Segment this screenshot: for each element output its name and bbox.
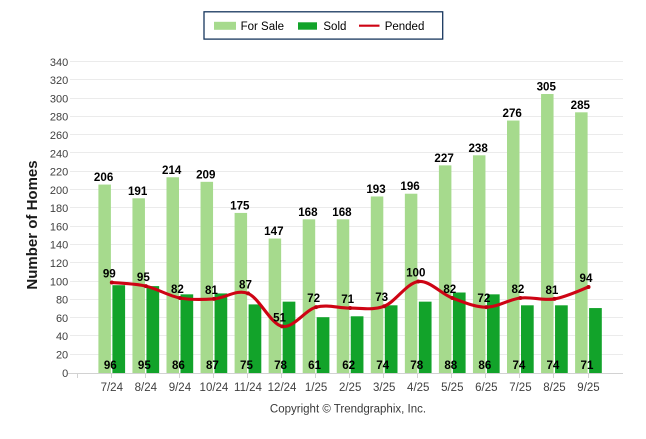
svg-text:238: 238 <box>468 142 488 155</box>
svg-text:61: 61 <box>308 359 321 372</box>
svg-text:75: 75 <box>240 359 253 372</box>
svg-text:73: 73 <box>375 291 388 304</box>
svg-text:12/24: 12/24 <box>268 382 297 394</box>
svg-text:227: 227 <box>434 152 453 165</box>
svg-text:94: 94 <box>580 272 593 285</box>
svg-text:8/24: 8/24 <box>135 382 158 394</box>
svg-text:72: 72 <box>477 292 490 305</box>
svg-text:168: 168 <box>332 206 352 219</box>
svg-text:305: 305 <box>537 81 557 94</box>
svg-text:320: 320 <box>50 75 68 87</box>
svg-text:2/25: 2/25 <box>339 382 361 394</box>
svg-text:95: 95 <box>137 271 150 284</box>
svg-text:62: 62 <box>342 359 355 372</box>
svg-text:86: 86 <box>172 359 185 372</box>
svg-text:6/25: 6/25 <box>475 382 497 394</box>
svg-text:81: 81 <box>205 284 218 297</box>
svg-text:285: 285 <box>571 99 591 112</box>
svg-text:147: 147 <box>264 225 283 238</box>
svg-text:81: 81 <box>545 284 558 297</box>
svg-text:220: 220 <box>50 167 68 179</box>
svg-text:193: 193 <box>366 183 386 196</box>
svg-text:87: 87 <box>206 359 219 372</box>
svg-text:120: 120 <box>50 258 68 270</box>
svg-text:72: 72 <box>307 292 320 305</box>
svg-text:95: 95 <box>138 359 151 372</box>
svg-text:74: 74 <box>546 359 559 372</box>
svg-text:340: 340 <box>50 57 68 69</box>
svg-text:82: 82 <box>443 283 456 296</box>
svg-text:Copyright © Trendgraphix, Inc.: Copyright © Trendgraphix, Inc. <box>270 404 426 416</box>
svg-text:Number of Homes: Number of Homes <box>24 160 41 289</box>
svg-text:160: 160 <box>50 221 68 233</box>
svg-text:80: 80 <box>56 295 68 307</box>
svg-text:For Sale: For Sale <box>241 21 284 33</box>
svg-text:71: 71 <box>341 293 354 306</box>
svg-text:280: 280 <box>50 112 68 124</box>
svg-text:100: 100 <box>50 276 68 288</box>
svg-text:168: 168 <box>298 206 318 219</box>
svg-text:74: 74 <box>512 359 525 372</box>
svg-text:3/25: 3/25 <box>373 382 395 394</box>
svg-text:9/25: 9/25 <box>577 382 599 394</box>
svg-text:300: 300 <box>50 93 68 105</box>
svg-text:240: 240 <box>50 148 68 160</box>
svg-text:191: 191 <box>128 185 148 198</box>
svg-text:71: 71 <box>581 359 594 372</box>
svg-text:40: 40 <box>56 331 68 343</box>
svg-text:8/25: 8/25 <box>543 382 565 394</box>
svg-text:99: 99 <box>103 267 116 280</box>
svg-text:74: 74 <box>376 359 389 372</box>
svg-text:209: 209 <box>196 168 216 181</box>
svg-text:214: 214 <box>162 164 182 177</box>
svg-text:7/24: 7/24 <box>101 382 124 394</box>
svg-text:5/25: 5/25 <box>441 382 463 394</box>
svg-text:82: 82 <box>171 283 184 296</box>
svg-text:82: 82 <box>511 283 524 296</box>
svg-text:0: 0 <box>62 368 68 380</box>
svg-text:260: 260 <box>50 130 68 142</box>
svg-text:87: 87 <box>239 278 252 291</box>
svg-text:96: 96 <box>104 359 117 372</box>
svg-text:206: 206 <box>94 171 114 184</box>
svg-text:9/24: 9/24 <box>169 382 192 394</box>
svg-text:Sold: Sold <box>323 21 346 33</box>
svg-text:276: 276 <box>503 107 523 120</box>
svg-text:86: 86 <box>478 359 491 372</box>
svg-text:20: 20 <box>56 350 68 362</box>
svg-text:100: 100 <box>406 267 425 280</box>
svg-text:7/25: 7/25 <box>509 382 531 394</box>
svg-text:175: 175 <box>230 199 250 212</box>
svg-text:11/24: 11/24 <box>234 382 263 394</box>
svg-text:51: 51 <box>273 311 286 324</box>
svg-text:196: 196 <box>400 180 420 193</box>
svg-text:4/25: 4/25 <box>407 382 429 394</box>
svg-text:140: 140 <box>50 240 68 252</box>
svg-text:88: 88 <box>444 359 457 372</box>
svg-text:1/25: 1/25 <box>305 382 327 394</box>
svg-text:60: 60 <box>56 313 68 325</box>
svg-text:78: 78 <box>274 359 287 372</box>
svg-text:10/24: 10/24 <box>200 382 229 394</box>
svg-text:180: 180 <box>50 203 68 215</box>
svg-text:78: 78 <box>410 359 423 372</box>
svg-text:200: 200 <box>50 185 68 197</box>
svg-text:Pended: Pended <box>385 21 425 33</box>
